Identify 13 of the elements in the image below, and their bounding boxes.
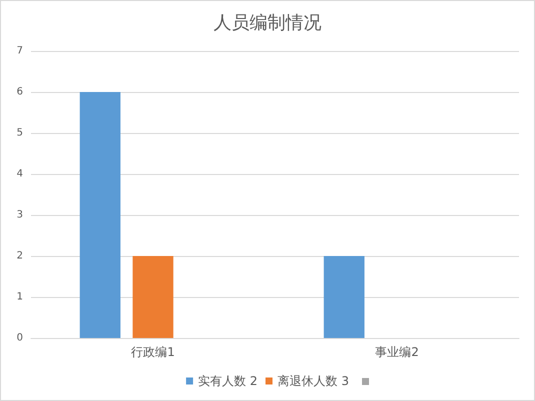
y-tick-label: 4 <box>16 168 23 180</box>
legend-label: 离退休人数 3 <box>278 374 349 388</box>
y-tick-label: 0 <box>16 332 23 344</box>
y-tick-label: 6 <box>16 86 23 98</box>
x-tick-label: 事业编2 <box>375 345 419 359</box>
y-tick-label: 1 <box>16 292 23 302</box>
y-tick-label: 5 <box>16 128 23 138</box>
y-tick-label: 2 <box>16 250 23 262</box>
chart-title: 人员编制情况 <box>214 12 322 34</box>
legend-label: 实有人数 2 <box>198 374 258 388</box>
y-tick-label: 7 <box>16 46 23 56</box>
x-tick-label: 行政编1 <box>131 345 175 359</box>
y-tick-label: 3 <box>16 210 23 220</box>
